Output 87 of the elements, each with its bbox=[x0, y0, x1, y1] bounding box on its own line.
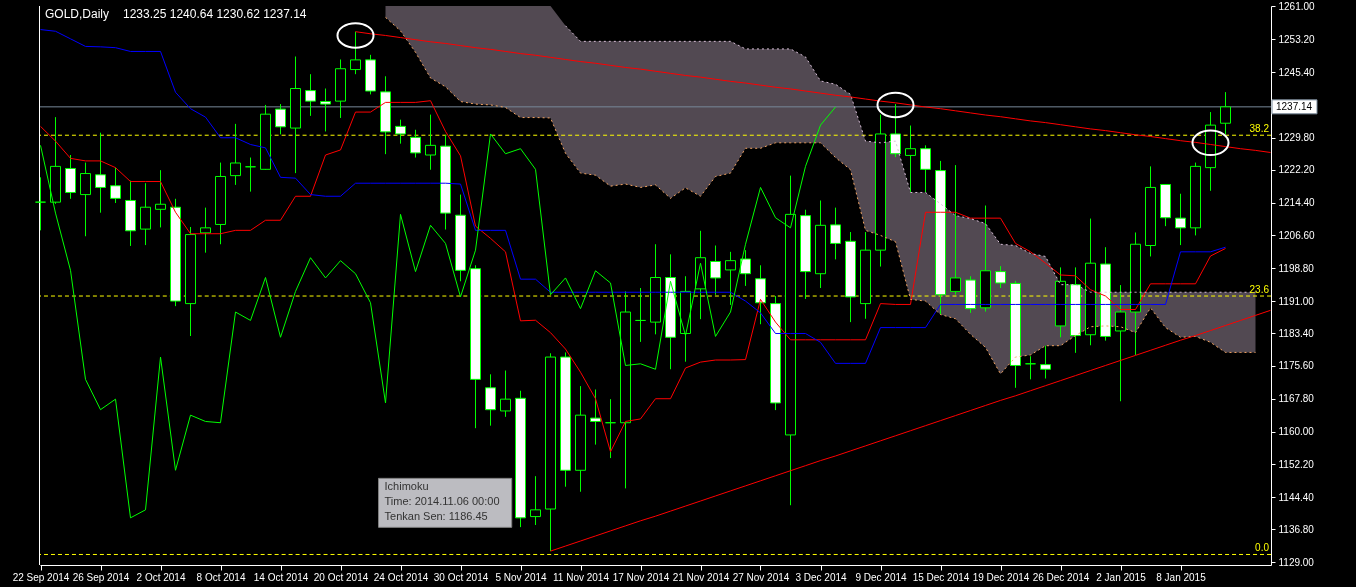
x-tick-label: 8 Oct 2014 bbox=[196, 571, 246, 583]
y-tick-label: 1198.80 bbox=[1278, 262, 1315, 274]
y-tick-label: 1214.40 bbox=[1278, 197, 1316, 209]
x-tick-label: 19 Dec 2014 bbox=[972, 571, 1030, 583]
candlestick bbox=[65, 154, 76, 200]
candlestick bbox=[1115, 284, 1126, 402]
y-tick-label: 1160.00 bbox=[1278, 426, 1315, 438]
y-tick-label: 1229.80 bbox=[1278, 132, 1316, 144]
chart-title: GOLD,Daily bbox=[45, 7, 110, 21]
candlestick bbox=[1040, 345, 1051, 380]
candlestick bbox=[95, 132, 106, 214]
candlestick bbox=[140, 182, 151, 246]
candlestick bbox=[905, 125, 916, 193]
x-tick-label: 24 Oct 2014 bbox=[373, 571, 429, 583]
candlestick bbox=[725, 251, 736, 306]
candlestick bbox=[410, 129, 421, 159]
candlestick bbox=[485, 373, 496, 427]
candlestick bbox=[275, 103, 286, 135]
candlestick bbox=[920, 144, 931, 193]
candlestick bbox=[35, 176, 46, 231]
ref-line-label: 1237.14 bbox=[1276, 100, 1313, 112]
line-series bbox=[40, 100, 1226, 453]
candlestick bbox=[80, 162, 91, 237]
candlestick bbox=[1025, 355, 1036, 380]
line-series bbox=[40, 106, 836, 519]
y-tick-label: 1245.40 bbox=[1278, 66, 1316, 78]
candlestick bbox=[1220, 91, 1231, 135]
candlestick bbox=[425, 114, 436, 171]
y-tick-label: 1175.60 bbox=[1278, 360, 1315, 372]
y-tick-label: 1206.60 bbox=[1278, 229, 1316, 241]
point bbox=[1191, 129, 1230, 157]
candlestick bbox=[590, 388, 601, 446]
y-tick-label: 1191.00 bbox=[1278, 295, 1315, 307]
line-series bbox=[40, 29, 1226, 364]
candlestick bbox=[755, 264, 766, 325]
line-series bbox=[550, 309, 1271, 552]
candlestick bbox=[230, 123, 241, 186]
candlestick bbox=[395, 119, 406, 145]
annotation: 38.2 bbox=[1249, 123, 1270, 135]
x-tick-label: 2 Jan 2015 bbox=[1096, 571, 1147, 583]
chart-subtitle: 1233.25 1240.64 1230.62 1237.14 bbox=[123, 7, 307, 21]
x-tick-label: 26 Sep 2014 bbox=[72, 571, 130, 583]
candlestick bbox=[830, 207, 841, 260]
candlestick bbox=[155, 169, 166, 228]
x-tick-label: 3 Dec 2014 bbox=[795, 571, 848, 583]
candlestick bbox=[995, 265, 1006, 289]
candlestick bbox=[710, 245, 721, 296]
candlestick bbox=[350, 31, 361, 75]
candlestick bbox=[740, 249, 751, 287]
y-tick-label: 1183.40 bbox=[1278, 327, 1315, 339]
candlestick bbox=[605, 398, 616, 459]
x-tick-label: 14 Oct 2014 bbox=[253, 571, 309, 583]
x-tick-label: 15 Dec 2014 bbox=[912, 571, 970, 583]
candlestick bbox=[305, 73, 316, 117]
y-tick-label: 1152.20 bbox=[1278, 458, 1315, 470]
y-tick-label: 1136.80 bbox=[1278, 523, 1315, 535]
y-tick-label: 1253.20 bbox=[1278, 33, 1316, 45]
annotation: 23.6 bbox=[1249, 284, 1270, 296]
candlestick bbox=[320, 88, 331, 132]
annotation: 0.0 bbox=[1255, 542, 1270, 554]
y-tick-label: 1222.20 bbox=[1278, 164, 1316, 176]
y-tick-label: 1129.00 bbox=[1278, 556, 1315, 568]
y-tick-label: 1261.00 bbox=[1278, 0, 1316, 12]
candlestick bbox=[245, 157, 256, 193]
x-tick-label: 20 Oct 2014 bbox=[313, 571, 369, 583]
annotation: Ichimoku Time: 2014.11.06 00:00 Tenkan Sen: 1186.45 bbox=[384, 480, 500, 523]
candlestick bbox=[500, 370, 511, 418]
x-tick-label: 30 Oct 2014 bbox=[433, 571, 489, 583]
candlestick bbox=[530, 475, 541, 526]
point bbox=[876, 91, 915, 119]
x-tick-label: 22 Sep 2014 bbox=[12, 571, 70, 583]
candlestick bbox=[635, 287, 646, 343]
x-tick-label: 21 Nov 2014 bbox=[672, 571, 730, 583]
x-tick-label: 27 Nov 2014 bbox=[732, 571, 790, 583]
candlestick bbox=[1175, 193, 1186, 246]
x-tick-label: 26 Dec 2014 bbox=[1032, 571, 1090, 583]
x-tick-label: 11 Nov 2014 bbox=[553, 571, 610, 583]
x-tick-label: 2 Oct 2014 bbox=[136, 571, 186, 583]
x-tick-label: 8 Jan 2015 bbox=[1156, 571, 1207, 583]
y-tick-label: 1144.40 bbox=[1278, 491, 1315, 503]
x-tick-label: 17 Nov 2014 bbox=[612, 571, 670, 583]
candlestick bbox=[950, 164, 961, 296]
y-tick-label: 1167.80 bbox=[1278, 393, 1315, 405]
candlestick bbox=[110, 167, 121, 204]
x-tick-label: 5 Nov 2014 bbox=[495, 571, 548, 583]
x-tick-label: 9 Dec 2014 bbox=[855, 571, 908, 583]
candlestick bbox=[200, 207, 211, 254]
